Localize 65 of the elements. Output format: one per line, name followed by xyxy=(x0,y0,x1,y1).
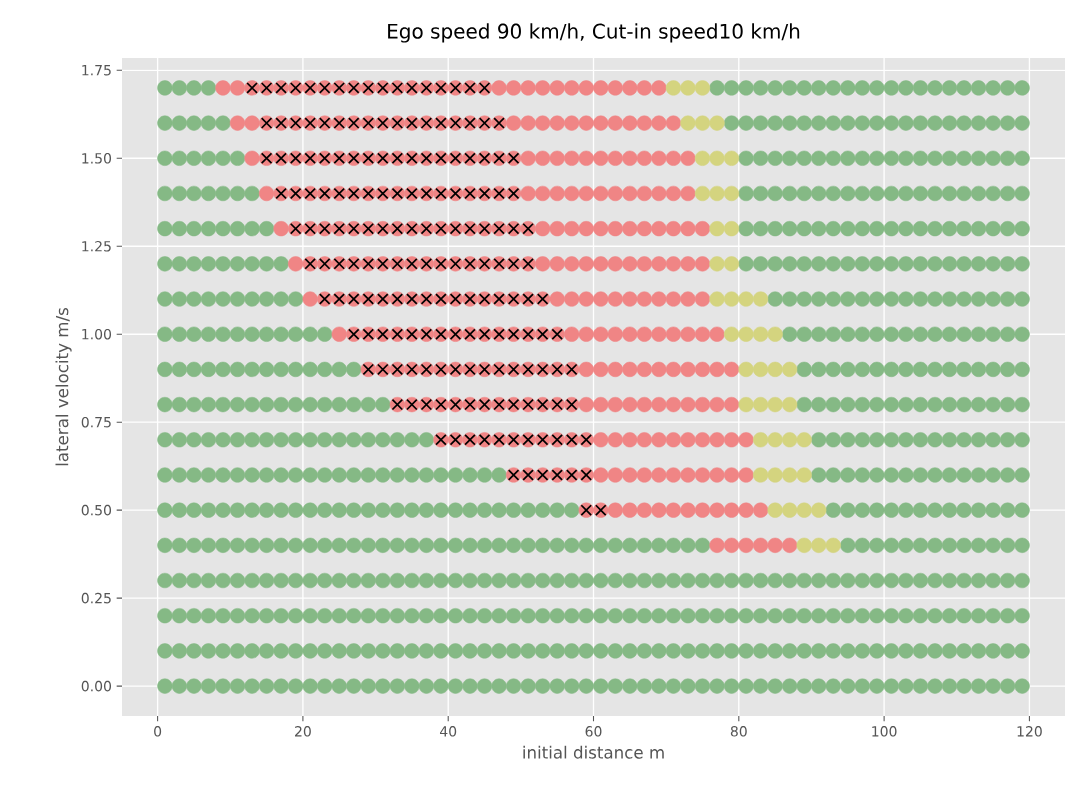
point xyxy=(723,221,740,237)
x-tick-label: 100 xyxy=(872,726,897,737)
y-tick-label: 0.75 xyxy=(81,416,111,428)
point xyxy=(753,361,769,378)
x-tick-label: 60 xyxy=(585,726,602,737)
point xyxy=(738,361,754,378)
point xyxy=(723,291,740,307)
y-tick-label: 0.50 xyxy=(81,504,112,516)
y-tick-label: 1.25 xyxy=(82,240,111,252)
point xyxy=(709,256,725,272)
point xyxy=(709,291,725,307)
point xyxy=(753,432,769,448)
point xyxy=(709,150,725,166)
point xyxy=(753,291,769,307)
y-tick-label: 1.00 xyxy=(82,328,112,340)
point xyxy=(782,467,798,483)
point xyxy=(796,502,812,518)
point xyxy=(753,467,769,483)
point xyxy=(767,326,783,342)
point xyxy=(694,80,711,96)
point xyxy=(796,537,812,553)
point xyxy=(723,256,740,272)
point xyxy=(811,502,827,518)
point xyxy=(767,361,783,378)
point xyxy=(782,361,798,378)
y-tick-label: 1.50 xyxy=(82,152,112,164)
y-tick-label: 0.00 xyxy=(81,680,112,692)
point xyxy=(738,291,754,307)
point xyxy=(694,115,711,131)
point xyxy=(796,432,812,448)
y-tick-label: 1.75 xyxy=(82,65,111,76)
x-tick-label: 120 xyxy=(1017,726,1042,737)
point xyxy=(767,396,783,413)
y-axis-title: lateral velocity m/s xyxy=(55,308,72,466)
point xyxy=(723,326,740,342)
point xyxy=(796,467,812,483)
x-tick-label: 0 xyxy=(154,726,162,737)
point xyxy=(709,115,725,131)
point xyxy=(782,432,798,448)
point xyxy=(723,150,740,166)
x-tick-label: 80 xyxy=(730,726,747,737)
point xyxy=(694,150,711,166)
point xyxy=(782,396,798,413)
x-axis-title: initial distance m xyxy=(523,745,664,759)
point xyxy=(738,326,754,342)
point xyxy=(767,432,783,448)
point xyxy=(694,185,711,202)
point xyxy=(767,467,783,483)
chart-title: Ego speed 90 km/h, Cut-in speed10 km/h xyxy=(388,23,800,43)
x-tick-label: 40 xyxy=(439,726,457,737)
point xyxy=(709,185,725,202)
point xyxy=(738,396,754,413)
point xyxy=(680,115,696,131)
point xyxy=(753,396,769,413)
point xyxy=(753,326,769,342)
point xyxy=(709,221,725,237)
y-tick-label: 0.25 xyxy=(81,592,111,604)
point xyxy=(680,80,696,96)
point xyxy=(723,185,740,202)
point xyxy=(811,537,827,553)
point xyxy=(665,80,682,96)
x-tick-label: 20 xyxy=(295,726,311,737)
point xyxy=(767,502,783,518)
point xyxy=(825,537,841,553)
point xyxy=(782,502,798,518)
